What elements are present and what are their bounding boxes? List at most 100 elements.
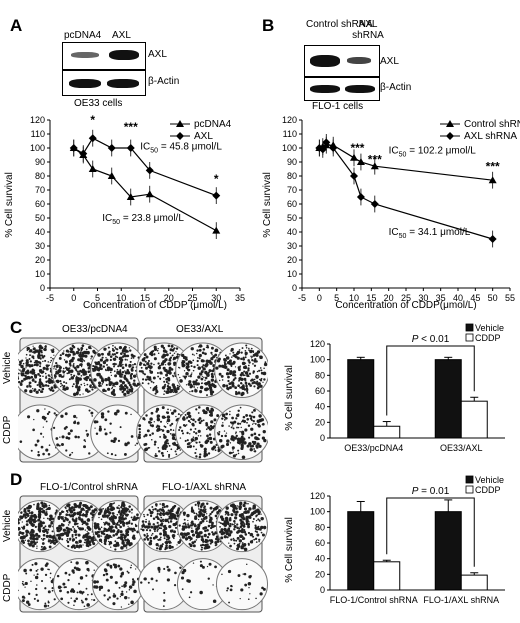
plate-d-colony [228,542,230,544]
plate-c-colony [34,380,37,384]
plate-c-colony [102,365,105,368]
chart-a-legend-marker [176,132,184,140]
plate-c-colony [121,380,126,385]
plate-c-colony [149,417,153,421]
plate-d-colony [252,535,255,538]
plate-c-colony [20,364,24,369]
plate-image-c [18,337,268,463]
plate-c-colony [197,435,200,437]
plate-d-colony [107,540,110,542]
plate-d-colony [56,510,58,513]
plate-c-colony [84,354,88,358]
plate-c-colony [205,362,209,367]
plate-d-colony [186,513,190,518]
plate-c-colony [195,448,198,451]
plate-d-colony [92,510,96,514]
plate-c-colony [115,347,117,350]
plate-d-well [215,558,268,611]
plate-c-colony [63,384,66,388]
plate-c-colony [95,420,99,424]
plate-d-colony [252,506,256,510]
plate-d-colony [102,507,104,510]
plate-d-colony [35,533,39,537]
plate-c-colony [144,442,148,446]
plate-c-colony [198,441,201,444]
plate-d-colony [195,539,198,541]
plate-c-colony [138,427,141,431]
plate-c-colony [239,422,242,425]
plate-d-colony [66,519,69,522]
plate-c-colony [189,433,191,435]
plate-d-colony [237,574,241,577]
plate-d-colony [160,527,163,530]
plate-c-colony [252,363,254,365]
plate-c-colony [236,422,240,425]
chart-c-legend-swatch [465,323,474,332]
plate-c-colony [117,439,121,443]
plate-c-colony [194,389,198,393]
plate-d-colony [163,591,166,594]
plate-c-colony [195,352,198,355]
plate-d-colony [115,541,120,546]
plate-title-flo1-control: FLO-1/Control shRNA [40,482,138,493]
plate-d-colony [134,523,137,526]
plate-c-colony [65,382,68,384]
plate-d-colony [163,537,166,540]
plate-d-colony [127,571,130,574]
plate-d-colony [39,507,42,510]
plate-c-colony [178,366,180,369]
plate-d-colony [39,522,43,526]
plate-c-colony [163,425,166,428]
bar-chart-d: % Cell survival 020406080100120FLO-1/Con… [284,475,505,605]
plate-c-colony [128,365,131,368]
plate-c-colony [200,377,204,381]
plate-d-colony [25,520,29,523]
plate-c-colony [189,375,192,378]
plate-c-colony [190,365,193,368]
plate-c-colony [90,355,94,358]
plate-d-colony [261,533,265,537]
plate-c-colony [32,370,35,372]
plate-c-colony [59,357,62,360]
plate-c-colony [107,352,111,356]
plate-d-colony [226,511,230,514]
plate-c-colony [231,384,234,387]
plate-d-colony [255,541,258,543]
lane-label-control-shrna: Control shRNA [306,19,373,30]
plate-d-colony [238,527,241,530]
plate-c-colony [167,382,170,385]
plate-d-colony [225,506,229,510]
plate-d-colony [109,502,113,507]
plate-c-colony [100,385,103,387]
plate-d-colony [194,516,198,520]
plate-d-colony [18,531,22,535]
plate-c-colony [168,366,172,370]
plate-c-colony [77,372,81,376]
plate-d-colony [111,512,114,514]
plate-d-colony [79,544,82,547]
plate-c-colony [64,412,68,416]
plate-c-colony [28,384,31,386]
plate-d-colony [234,513,238,516]
plate-c-colony [89,386,92,389]
blot-axl-band-b [304,45,380,77]
plate-d-colony [33,597,36,600]
plate-c-colony [109,431,112,434]
plate-c-colony [182,424,186,427]
plate-d-colony [255,516,257,518]
chart-d-category-label: FLO-1/AXL shRNA [423,595,499,605]
plate-c-colony [198,406,201,409]
plate-d-colony [158,508,161,511]
plate-d-colony [105,578,109,582]
plate-d-colony [159,503,161,505]
chart-b-point [322,138,331,147]
plate-d-colony [35,520,38,522]
plate-d-colony [158,547,162,551]
plate-c-colony [29,389,33,394]
plate-d-colony [240,513,244,517]
plate-c-colony [251,423,254,425]
plate-c-colony [96,372,100,377]
plate-c-colony [28,358,31,360]
chart-b-ytick-label: 60 [287,199,297,209]
chart-d-bar [373,561,401,591]
